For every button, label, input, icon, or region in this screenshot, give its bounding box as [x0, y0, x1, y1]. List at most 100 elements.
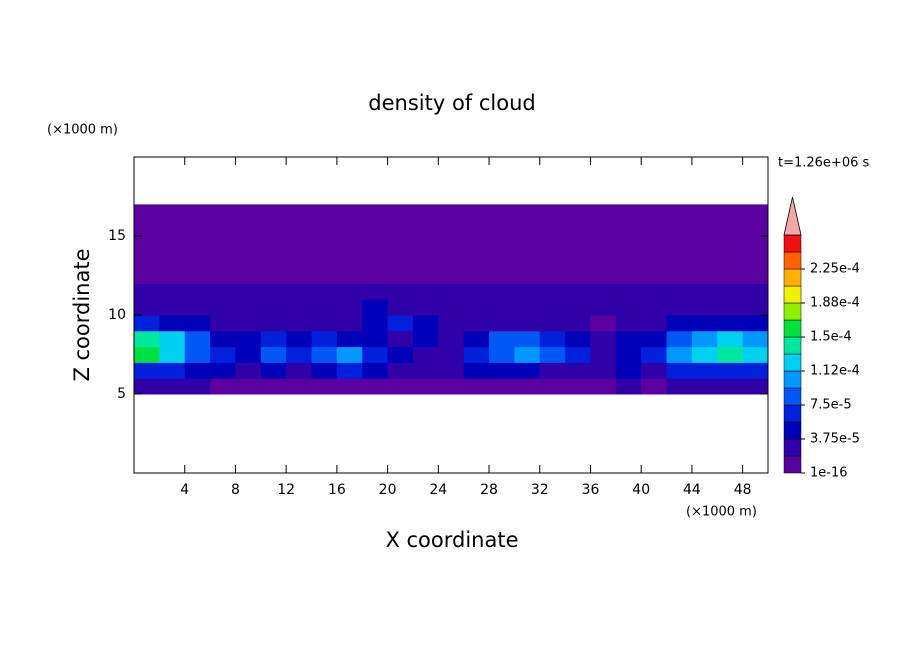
contour-cell [286, 330, 313, 348]
contour-cell [260, 283, 287, 300]
contour-cell [362, 251, 389, 269]
contour-cell [666, 315, 693, 332]
contour-cell [615, 362, 642, 379]
colorbar-tick-label: 2.25e-4 [810, 262, 860, 277]
contour-cell [184, 204, 211, 221]
contour-cell [210, 362, 236, 379]
contour-cell [159, 204, 186, 221]
contour-cell [235, 251, 262, 269]
contour-cell [412, 362, 439, 379]
contour-cell [590, 220, 617, 237]
contour-cell [362, 204, 389, 221]
contour-cell [565, 220, 591, 237]
contour-cell [412, 346, 439, 363]
contour-cell [691, 315, 718, 332]
contour-cell [210, 267, 236, 284]
contour-cell [159, 346, 186, 363]
contour-cell [387, 315, 414, 332]
contour-cell [717, 204, 744, 221]
contour-cell [159, 362, 186, 379]
contour-cell [286, 283, 313, 300]
contour-cell [615, 204, 642, 221]
colorbar-band [783, 387, 802, 406]
contour-cell [641, 251, 668, 269]
contour-cell [184, 362, 211, 379]
contour-cell [489, 378, 515, 395]
colorbar-band [783, 455, 802, 474]
contour-cell [134, 220, 160, 237]
contour-cell [362, 346, 389, 363]
contour-cell [514, 362, 541, 379]
contour-cell [412, 330, 439, 348]
contour-cell [590, 251, 617, 269]
contour-cell [210, 251, 236, 269]
contour-cell [438, 236, 465, 253]
contour-cell [463, 378, 490, 395]
contour-cell [210, 299, 236, 316]
y-axis-label: Z coordinate [70, 248, 94, 381]
contour-cell [717, 236, 744, 253]
contour-cell [463, 267, 490, 284]
contour-cell [260, 251, 287, 269]
contour-cell [463, 251, 490, 269]
x-tick-label: 48 [734, 482, 752, 498]
contour-cell [438, 346, 465, 363]
contour-cell [286, 346, 313, 363]
contour-cell [641, 362, 668, 379]
contour-cell [539, 299, 566, 316]
contour-cell [336, 346, 363, 363]
contour-cell [717, 220, 744, 237]
contour-cell [666, 330, 693, 348]
contour-cell [539, 236, 566, 253]
contour-cell [286, 378, 313, 395]
contour-cell [286, 220, 313, 237]
contour-cell [717, 378, 744, 395]
contour-cell [362, 267, 389, 284]
contour-cell [362, 236, 389, 253]
contour-cell [565, 346, 591, 363]
contour-cell [438, 330, 465, 348]
contour-cell [691, 204, 718, 221]
contour-cell [311, 330, 338, 348]
x-tick-label: 28 [480, 482, 498, 498]
contour-cell [286, 362, 313, 379]
contour-cell [387, 267, 414, 284]
contour-cell [691, 236, 718, 253]
contour-cell [311, 378, 338, 395]
colorbar-band [783, 251, 802, 270]
contour-cell [539, 346, 566, 363]
contour-cell [134, 378, 160, 395]
contour-cell [412, 283, 439, 300]
contour-cell [260, 220, 287, 237]
contour-cell [615, 330, 642, 348]
contour-cell [590, 299, 617, 316]
contour-cell [691, 330, 718, 348]
contour-cell [311, 220, 338, 237]
contour-cell [362, 220, 389, 237]
contour-cell [489, 267, 515, 284]
contour-cell [159, 299, 186, 316]
colorbar-tick-label: 1e-16 [810, 466, 848, 481]
contour-cell [387, 362, 414, 379]
contour-cell [311, 315, 338, 332]
contour-cell [311, 267, 338, 284]
contour-cell [717, 251, 744, 269]
y-tick-label: 5 [117, 386, 126, 402]
contour-cell [489, 251, 515, 269]
x-unit: (×1000 m) [686, 505, 757, 520]
contour-cell [590, 346, 617, 363]
contour-cell [134, 346, 160, 363]
contour-cell [463, 315, 490, 332]
x-axis-label: X coordinate [385, 528, 518, 552]
contour-cell [184, 267, 211, 284]
contour-cell [641, 220, 668, 237]
contour-cell [565, 299, 591, 316]
contour-cell [260, 204, 287, 221]
contour-cell [134, 236, 160, 253]
contour-cell [387, 299, 414, 316]
contour-cell [641, 315, 668, 332]
contour-cell [235, 299, 262, 316]
contour-cell [362, 299, 389, 316]
contour-cell [691, 267, 718, 284]
contour-cell [184, 378, 211, 395]
